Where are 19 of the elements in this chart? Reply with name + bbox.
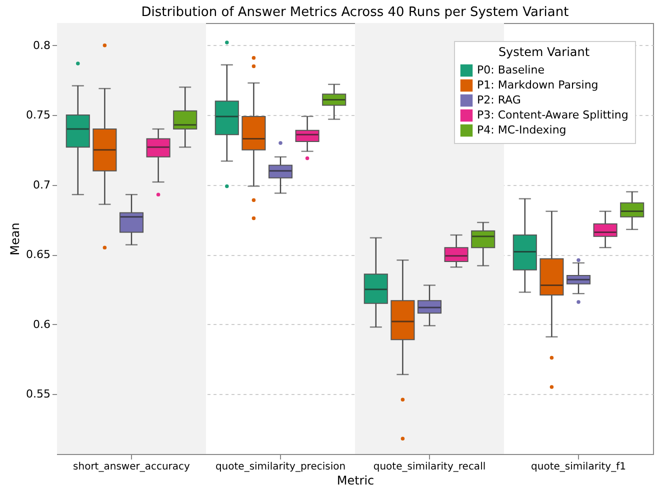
y-axis-title: Mean: [8, 222, 22, 256]
y-tick-label: 0.7: [33, 178, 50, 192]
legend-label: P1: Markdown Parsing: [477, 78, 598, 92]
legend-label: P3: Content-Aware Splitting: [477, 108, 628, 122]
x-tick-label: quote_similarity_recall: [373, 462, 486, 472]
legend-label: P4: MC-Indexing: [477, 124, 566, 136]
chart-title: Distribution of Answer Metrics Across 40 Runs per System Variant: [141, 5, 569, 20]
x-tick-label: short_answer_accuracy: [73, 462, 190, 472]
y-tick-label: 0.55: [26, 388, 50, 401]
legend-label: P2: RAG: [477, 94, 521, 106]
y-tick-label: 0.8: [33, 38, 50, 52]
x-tick-label: quote_similarity_precision: [215, 462, 346, 472]
x-axis-title: Metric: [336, 474, 374, 488]
legend-title: System Variant: [498, 45, 590, 59]
y-tick-label: 0.75: [26, 108, 50, 122]
x-tick-label: quote_similarity_f1: [531, 462, 626, 472]
legend-label: P0: Baseline: [477, 64, 545, 76]
y-tick-label: 0.6: [33, 318, 50, 331]
y-tick-label: 0.65: [26, 248, 50, 262]
